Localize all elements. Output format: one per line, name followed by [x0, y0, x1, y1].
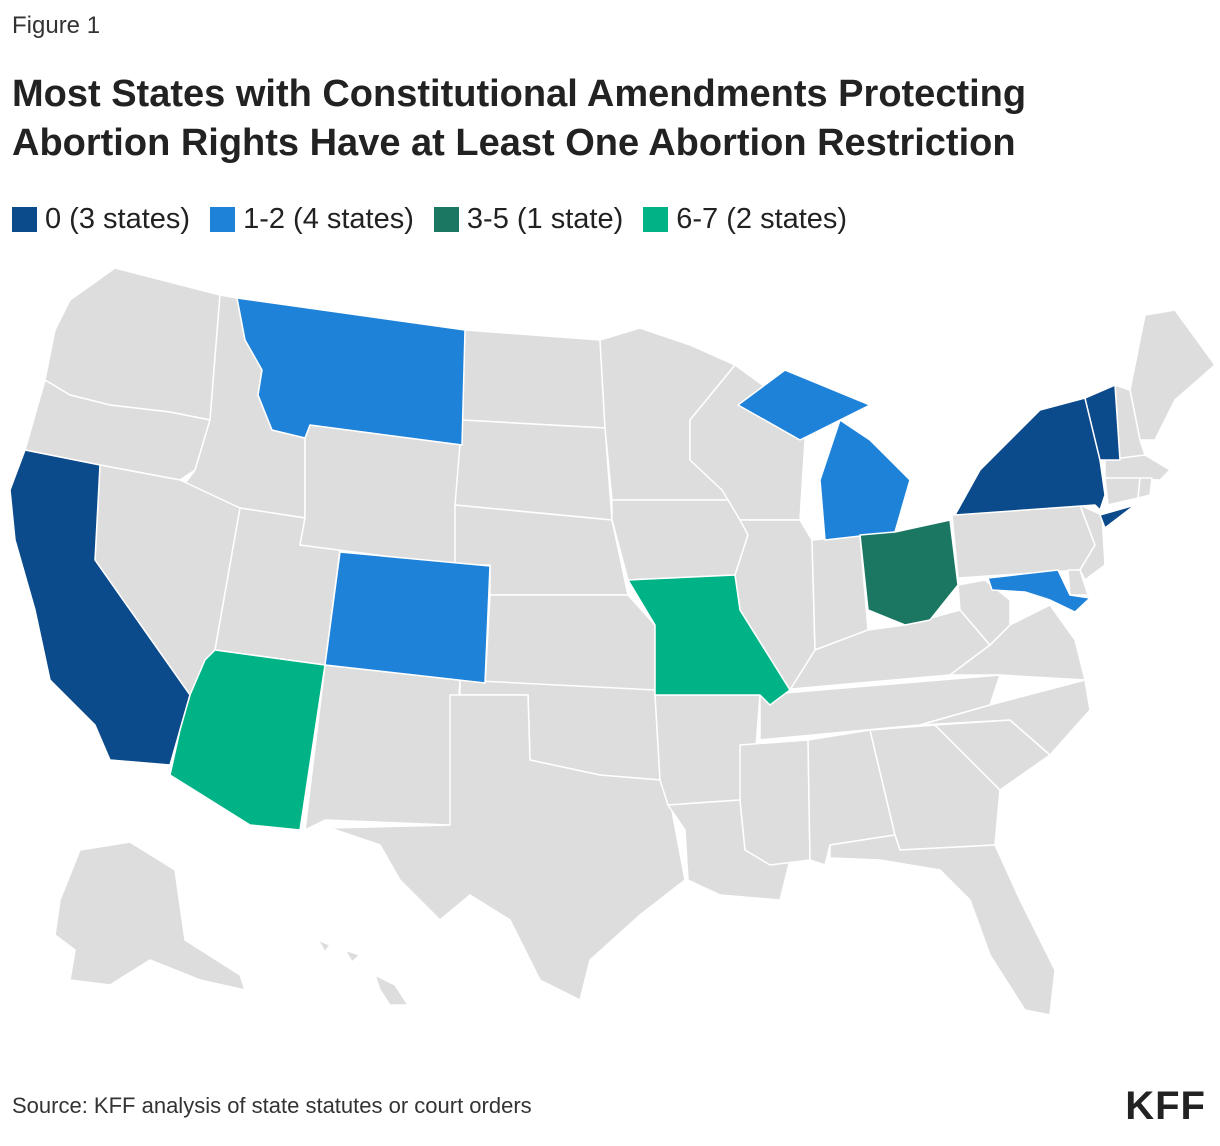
state-missouri[interactable] — [627, 574, 791, 706]
state-north-carolina[interactable] — [919, 679, 1091, 756]
state-massachusetts[interactable] — [1104, 454, 1171, 481]
state-texas[interactable] — [329, 694, 686, 1001]
state-pennsylvania[interactable] — [951, 504, 1096, 579]
us-map — [9, 267, 1216, 1016]
state-florida[interactable] — [829, 834, 1056, 1016]
state-colorado[interactable] — [324, 551, 491, 684]
legend: 0 (3 states) 1-2 (4 states) 3-5 (1 state… — [12, 203, 847, 236]
legend-swatch — [210, 207, 236, 232]
legend-item-1-2: 1-2 (4 states) — [210, 203, 414, 236]
state-connecticut[interactable] — [1104, 477, 1141, 506]
state-wyoming[interactable] — [299, 424, 463, 566]
legend-item-0: 0 (3 states) — [12, 203, 190, 236]
legend-label: 1-2 (4 states) — [243, 203, 414, 235]
state-delaware[interactable] — [1067, 569, 1089, 596]
state-vermont[interactable] — [1084, 384, 1121, 461]
state-california[interactable] — [9, 449, 191, 766]
state-arizona[interactable] — [169, 649, 326, 831]
legend-swatch — [12, 207, 37, 232]
legend-swatch — [433, 207, 459, 232]
legend-label: 3-5 (1 state) — [466, 203, 624, 235]
state-alaska[interactable] — [54, 841, 246, 991]
figure-label: Figure 1 — [12, 12, 101, 39]
state-west-virginia[interactable] — [957, 579, 1011, 646]
state-montana[interactable] — [236, 297, 466, 446]
state-maine[interactable] — [1129, 309, 1216, 441]
legend-label: 6-7 (2 states) — [676, 203, 848, 235]
kff-logo: KFF — [1125, 1084, 1206, 1128]
legend-item-3-5: 3-5 (1 state) — [433, 203, 624, 236]
state-maryland[interactable] — [987, 569, 1091, 613]
state-new-mexico[interactable] — [304, 664, 461, 831]
state-iowa[interactable] — [611, 499, 749, 581]
legend-label: 0 (3 states) — [45, 203, 191, 235]
state-mississippi[interactable] — [739, 739, 811, 866]
state-new-york[interactable] — [954, 397, 1136, 529]
legend-item-6-7: 6-7 (2 states) — [643, 203, 847, 236]
state-ohio[interactable] — [859, 519, 959, 626]
legend-swatch — [643, 207, 669, 232]
source-note: Source: KFF analysis of state statutes o… — [12, 1093, 532, 1118]
state-south-dakota[interactable] — [454, 419, 613, 521]
state-kansas[interactable] — [484, 594, 656, 691]
state-rhode-island[interactable] — [1137, 477, 1153, 499]
state-hawaii[interactable] — [317, 939, 409, 1006]
chart-title: Most States with Constitutional Amendmen… — [12, 73, 1027, 164]
state-north-dakota[interactable] — [461, 329, 606, 429]
